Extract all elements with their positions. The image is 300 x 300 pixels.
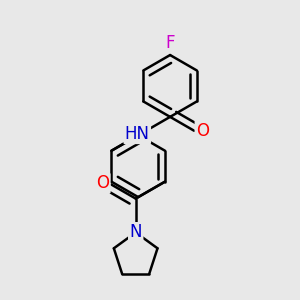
Text: HN: HN — [125, 125, 150, 143]
Text: N: N — [129, 224, 142, 242]
Text: O: O — [196, 122, 209, 140]
Text: N: N — [129, 224, 142, 242]
Text: F: F — [165, 34, 175, 52]
Text: O: O — [96, 174, 109, 192]
